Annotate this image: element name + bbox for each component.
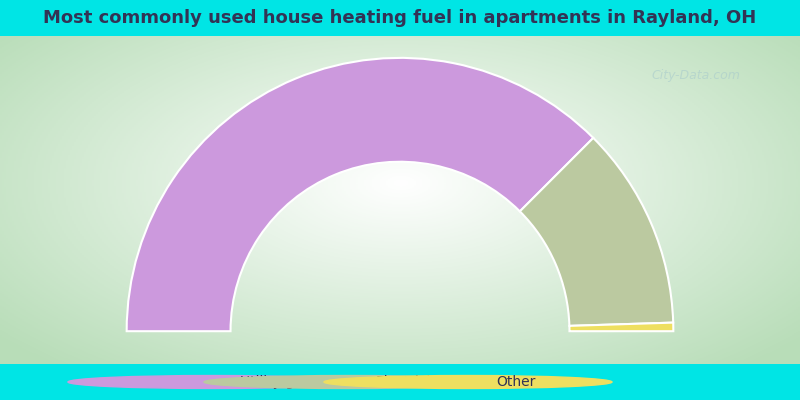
- Text: Most commonly used house heating fuel in apartments in Rayland, OH: Most commonly used house heating fuel in…: [43, 9, 757, 27]
- Wedge shape: [520, 138, 673, 326]
- Wedge shape: [570, 323, 674, 331]
- Text: Utility gas: Utility gas: [240, 375, 310, 389]
- Text: Other: Other: [496, 375, 535, 389]
- Wedge shape: [126, 58, 594, 331]
- Circle shape: [204, 376, 492, 388]
- Text: Electricity: Electricity: [376, 375, 445, 389]
- Circle shape: [324, 376, 612, 388]
- Text: City-Data.com: City-Data.com: [651, 69, 741, 82]
- Circle shape: [68, 376, 356, 388]
